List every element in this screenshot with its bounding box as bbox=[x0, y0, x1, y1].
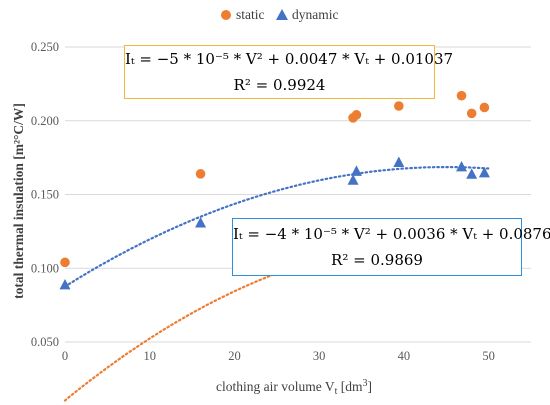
x-tick-label: 30 bbox=[313, 349, 326, 363]
y-tick-labels: 0.050 0.100 0.150 0.200 0.250 bbox=[31, 40, 59, 349]
x-tick-label: 50 bbox=[482, 349, 495, 363]
dynamic-point bbox=[350, 165, 362, 176]
dynamic-equation-box: Iₜ = −4 * 10⁻⁵ * V² + 0.0036 * Vₜ + 0.08… bbox=[232, 218, 550, 276]
y-tick-label: 0.250 bbox=[31, 40, 59, 54]
static-equation: Iₜ = −5 * 10⁻⁵ * V² + 0.0047 * Vₜ + 0.01… bbox=[125, 50, 454, 68]
dynamic-point bbox=[59, 278, 71, 290]
dynamic-r-squared: R² = 0.9869 bbox=[331, 251, 423, 269]
data-points bbox=[59, 90, 490, 290]
dynamic-equation: Iₜ = −4 * 10⁻⁵ * V² + 0.0036 * Vₜ + 0.08… bbox=[233, 225, 550, 243]
legend-static-label: static bbox=[236, 7, 265, 22]
dynamic-point bbox=[195, 217, 207, 228]
static-point bbox=[456, 90, 467, 101]
x-tick-label: 0 bbox=[62, 349, 68, 363]
static-point bbox=[195, 169, 206, 179]
y-tick-label: 0.150 bbox=[31, 188, 59, 202]
static-point bbox=[466, 108, 477, 119]
y-tick-label: 0.200 bbox=[31, 114, 59, 128]
dynamic-point bbox=[456, 160, 468, 172]
static-point bbox=[351, 110, 362, 120]
y-axis-title: total thermal insulation [m²°C/W] bbox=[11, 103, 26, 299]
dynamic-trendline bbox=[63, 166, 490, 288]
x-tick-label: 20 bbox=[228, 349, 241, 363]
dynamic-point bbox=[347, 174, 359, 185]
x-tick-labels: 0 10 20 30 40 50 bbox=[62, 349, 495, 363]
x-tick-label: 10 bbox=[143, 349, 156, 363]
legend-dynamic-label: dynamic bbox=[292, 7, 339, 22]
x-tick-label: 40 bbox=[398, 349, 411, 363]
static-point bbox=[60, 257, 70, 268]
dynamic-point bbox=[393, 156, 405, 167]
y-tick-label: 0.100 bbox=[31, 261, 59, 275]
x-axis-title: clothing air volume Vt [dm3] bbox=[216, 378, 372, 397]
static-equation-box: Iₜ = −5 * 10⁻⁵ * V² + 0.0047 * Vₜ + 0.01… bbox=[124, 45, 454, 99]
static-r-squared: R² = 0.9924 bbox=[233, 76, 326, 94]
static-point bbox=[479, 102, 490, 113]
y-tick-label: 0.050 bbox=[31, 335, 59, 349]
trendlines bbox=[63, 166, 490, 402]
dynamic-point bbox=[466, 168, 478, 179]
dynamic-point bbox=[478, 166, 490, 178]
static-point bbox=[394, 101, 404, 111]
legend-dynamic-marker bbox=[276, 9, 288, 20]
legend-static-marker bbox=[221, 10, 231, 20]
legend: static dynamic bbox=[221, 7, 339, 22]
